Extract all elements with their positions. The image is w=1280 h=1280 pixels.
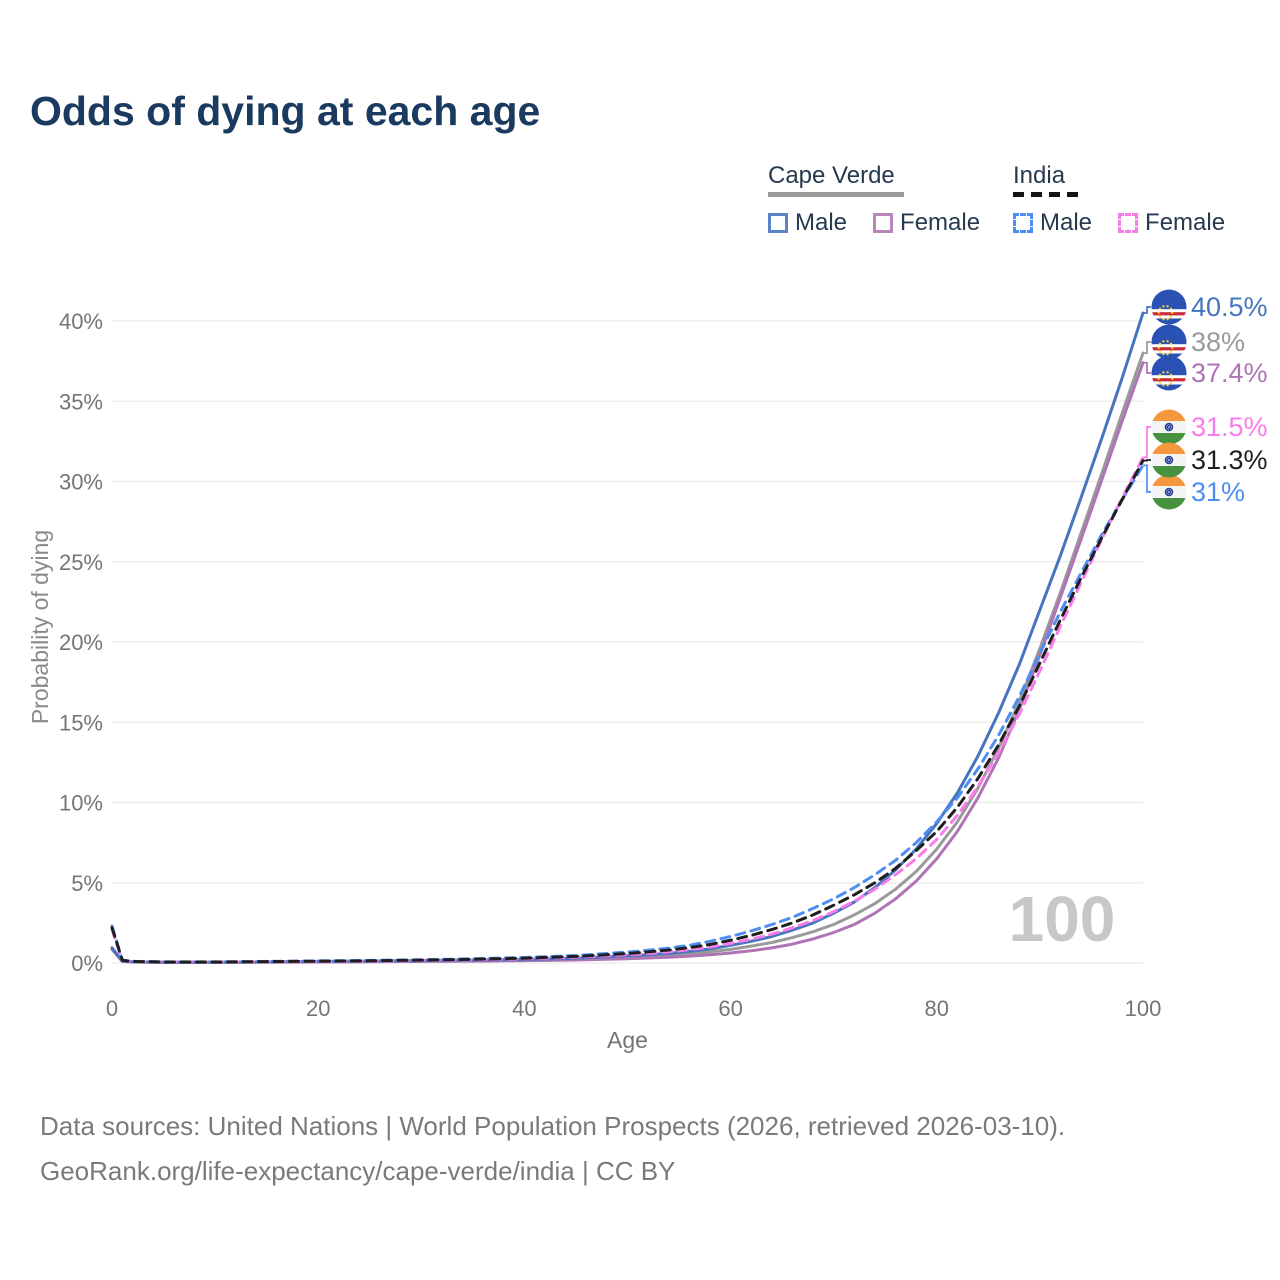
watermark-age-100: 100 xyxy=(1009,883,1116,955)
x-tick-label: 0 xyxy=(106,996,118,1021)
legend-item-cape-verde-female[interactable]: Female xyxy=(873,209,980,237)
legend-item-label: Male xyxy=(795,209,848,236)
chart-title: Odds of dying at each age xyxy=(30,88,541,134)
legend-row: Male Female xyxy=(768,209,980,237)
end-label-connector xyxy=(1143,426,1151,459)
x-tick-label: 20 xyxy=(306,996,330,1021)
x-tick-label: 60 xyxy=(718,996,742,1021)
x-axis-title: Age xyxy=(607,1027,648,1053)
legend-country-label[interactable]: India xyxy=(1013,162,1066,189)
india-flag-icon xyxy=(1151,442,1187,478)
end-label-cape-verde-male: 40.5% xyxy=(1191,292,1268,322)
cape-verde-flag-icon xyxy=(1151,289,1187,325)
data-sources: Data sources: United Nations | World Pop… xyxy=(40,1104,1065,1194)
series-line-cape-verde-both-sexes[interactable] xyxy=(110,351,1145,964)
legend-row: Male Female xyxy=(1013,209,1225,237)
x-tick-label: 40 xyxy=(512,996,536,1021)
legend-swatch-icon xyxy=(1013,213,1033,233)
legend-country-line-swatch xyxy=(1013,192,1079,197)
legend-item-label: Female xyxy=(900,209,981,236)
x-tick-label: 100 xyxy=(1125,996,1162,1021)
cape-verde-flag-icon xyxy=(1151,355,1187,391)
source-line-1: Data sources: United Nations | World Pop… xyxy=(40,1111,1066,1141)
end-label-india-male: 31% xyxy=(1191,477,1245,507)
y-tick-label: 15% xyxy=(59,710,103,735)
legend-item-india-female[interactable]: Female xyxy=(1118,209,1225,237)
legend-country-label[interactable]: Cape Verde xyxy=(768,162,895,189)
legend: Cape Verde Male Female India Male Female xyxy=(0,163,1280,243)
cape-verde-flag-icon xyxy=(1151,324,1187,360)
x-tick-label: 80 xyxy=(925,996,949,1021)
legend-group-india: India Male Female xyxy=(1013,163,1225,237)
legend-group-cape-verde: Cape Verde Male Female xyxy=(768,163,980,237)
legend-item-cape-verde-male[interactable]: Male xyxy=(768,209,847,237)
series-line-cape-verde-female[interactable] xyxy=(110,361,1145,964)
legend-swatch-icon xyxy=(1118,213,1139,233)
end-label-connector xyxy=(1143,464,1151,493)
y-tick-label: 20% xyxy=(59,630,103,655)
india-flag-icon xyxy=(1151,409,1187,445)
y-tick-label: 5% xyxy=(71,871,103,896)
end-label-connector xyxy=(1143,459,1151,462)
end-label-connector xyxy=(1143,341,1151,354)
y-tick-label: 30% xyxy=(59,470,103,495)
y-tick-label: 40% xyxy=(59,309,103,334)
end-label-connector xyxy=(1143,306,1151,314)
legend-swatch-icon xyxy=(873,213,894,233)
series-line-india-male[interactable] xyxy=(110,463,1145,964)
legend-swatch-icon xyxy=(768,213,788,233)
source-line-2: GeoRank.org/life-expectancy/cape-verde/i… xyxy=(40,1156,676,1186)
end-label-cape-verde-both-sexes: 38% xyxy=(1191,327,1245,357)
legend-country-line-swatch xyxy=(768,192,904,197)
y-tick-label: 0% xyxy=(71,951,103,976)
end-label-cape-verde-female: 37.4% xyxy=(1191,358,1268,388)
end-label-india-both-sexes: 31.3% xyxy=(1191,445,1268,475)
y-tick-label: 25% xyxy=(59,550,103,575)
end-label-india-female: 31.5% xyxy=(1191,412,1268,442)
end-label-connector xyxy=(1143,361,1151,374)
series-line-india-female[interactable] xyxy=(110,455,1145,964)
y-tick-label: 10% xyxy=(59,791,103,816)
legend-item-india-male[interactable]: Male xyxy=(1013,209,1092,237)
legend-item-label: Male xyxy=(1040,209,1093,236)
y-axis-title: Probability of dying xyxy=(27,530,53,724)
y-tick-label: 35% xyxy=(59,389,103,414)
legend-item-label: Female xyxy=(1145,209,1226,236)
series-line-cape-verde-male[interactable] xyxy=(110,311,1145,964)
series-line-india-both-sexes[interactable] xyxy=(110,459,1145,964)
india-flag-icon xyxy=(1151,474,1187,510)
